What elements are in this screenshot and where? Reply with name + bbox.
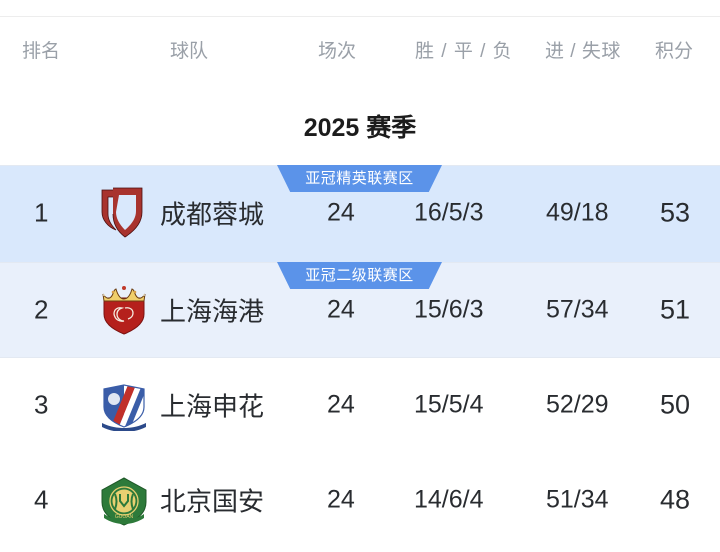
- svg-text:GUOAN: GUOAN: [115, 514, 134, 520]
